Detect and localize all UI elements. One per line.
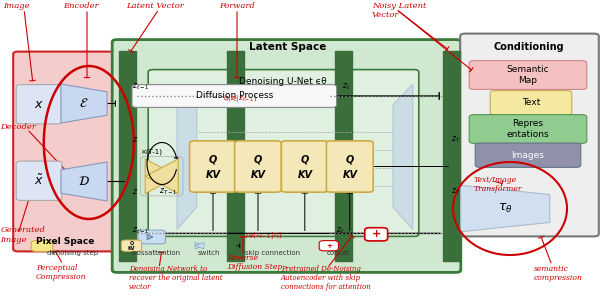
Text: skip connection: skip connection — [245, 250, 300, 256]
Text: concat: concat — [327, 250, 350, 256]
Text: Latent Space: Latent Space — [250, 41, 326, 52]
Text: Perceptual
Compression: Perceptual Compression — [36, 264, 86, 281]
FancyBboxPatch shape — [132, 85, 337, 107]
Text: Pretrained De-Noising
Autoencoder with skip
connections for attention: Pretrained De-Noising Autoencoder with s… — [281, 265, 371, 291]
Text: $z_t$: $z_t$ — [342, 82, 350, 92]
Bar — [127, 51, 136, 261]
FancyBboxPatch shape — [190, 141, 236, 192]
Polygon shape — [195, 242, 204, 249]
FancyBboxPatch shape — [319, 241, 338, 251]
Text: Noisy Latent
Vector: Noisy Latent Vector — [372, 2, 427, 19]
Text: Q: Q — [254, 154, 262, 164]
Text: Forward: Forward — [219, 2, 255, 10]
FancyBboxPatch shape — [460, 34, 599, 236]
Text: $z_T$: $z_T$ — [451, 134, 461, 145]
FancyBboxPatch shape — [490, 91, 572, 115]
FancyBboxPatch shape — [13, 52, 116, 251]
Text: switch: switch — [198, 250, 221, 256]
Text: crossattention: crossattention — [131, 250, 181, 256]
Text: Reverse
Diffusion Step: Reverse Diffusion Step — [227, 254, 282, 271]
Text: $z_t$: $z_t$ — [336, 226, 344, 236]
Text: KV: KV — [298, 170, 313, 181]
Text: $z$: $z$ — [132, 188, 138, 196]
FancyBboxPatch shape — [16, 85, 62, 124]
Text: Q: Q — [346, 154, 354, 164]
Text: Image: Image — [3, 2, 29, 10]
Polygon shape — [195, 242, 204, 249]
Text: $p_\theta(z_{t-1}|z_t)$: $p_\theta(z_{t-1}|z_t)$ — [245, 230, 283, 241]
Polygon shape — [393, 84, 413, 230]
FancyBboxPatch shape — [121, 240, 142, 251]
Text: +: + — [371, 229, 381, 239]
FancyBboxPatch shape — [16, 161, 62, 200]
Text: $\tau_\theta$: $\tau_\theta$ — [498, 202, 512, 215]
Bar — [451, 51, 460, 261]
Polygon shape — [61, 84, 107, 123]
Text: Pixel Space: Pixel Space — [35, 237, 94, 246]
Text: Text: Text — [522, 98, 540, 107]
Text: Latent Vector: Latent Vector — [126, 2, 184, 10]
Bar — [235, 51, 244, 261]
Text: Conditioning: Conditioning — [494, 41, 565, 52]
Text: Denoising U-Net ϵθ: Denoising U-Net ϵθ — [239, 76, 327, 85]
Bar — [335, 51, 343, 261]
Polygon shape — [177, 84, 197, 230]
Text: $z_{t-1}$: $z_{t-1}$ — [132, 226, 149, 236]
FancyBboxPatch shape — [281, 141, 328, 192]
Text: Images: Images — [512, 151, 544, 160]
Text: +: + — [326, 243, 332, 249]
Text: ×(T-1): ×(T-1) — [140, 148, 162, 155]
Text: $\mathcal{E}$: $\mathcal{E}$ — [79, 97, 89, 110]
Bar — [443, 51, 451, 261]
Text: denoising step: denoising step — [47, 250, 98, 256]
FancyBboxPatch shape — [148, 70, 419, 236]
FancyBboxPatch shape — [112, 40, 461, 272]
Text: $\tilde{x}$: $\tilde{x}$ — [34, 173, 44, 188]
Text: $z_{t-1}$: $z_{t-1}$ — [132, 82, 149, 92]
FancyBboxPatch shape — [365, 228, 388, 241]
FancyBboxPatch shape — [31, 241, 53, 251]
Polygon shape — [61, 162, 107, 201]
FancyBboxPatch shape — [326, 141, 373, 192]
Text: Semantic
Map: Semantic Map — [506, 65, 550, 85]
Text: $\mathcal{D}$: $\mathcal{D}$ — [78, 175, 90, 188]
Polygon shape — [145, 159, 178, 194]
Bar — [343, 51, 352, 261]
Text: KV: KV — [205, 170, 221, 181]
FancyBboxPatch shape — [235, 141, 281, 192]
Text: Q: Q — [301, 154, 309, 164]
Text: $z$: $z$ — [132, 135, 138, 144]
FancyBboxPatch shape — [475, 143, 581, 167]
Text: $q(z_t|z_{t-1})$: $q(z_t|z_{t-1})$ — [223, 93, 257, 104]
Polygon shape — [147, 234, 153, 240]
FancyBboxPatch shape — [469, 115, 587, 143]
Text: Q: Q — [209, 154, 217, 164]
FancyBboxPatch shape — [138, 230, 166, 244]
Text: KV: KV — [251, 170, 265, 181]
Polygon shape — [461, 185, 550, 232]
Text: Generated
Image: Generated Image — [1, 226, 46, 244]
Text: Diffusion Process: Diffusion Process — [196, 92, 273, 100]
Text: semantic
compression: semantic compression — [534, 265, 583, 282]
Text: Q
KV: Q KV — [128, 240, 135, 251]
Text: $z_T$: $z_T$ — [451, 187, 461, 197]
Bar — [119, 51, 127, 261]
Polygon shape — [145, 159, 178, 194]
Text: Denoising Network to
recover the original latent
vector: Denoising Network to recover the origina… — [129, 265, 223, 291]
Text: Encoder: Encoder — [63, 2, 98, 10]
Text: $x$: $x$ — [34, 98, 44, 111]
Text: Text/Image
Transformer: Text/Image Transformer — [474, 176, 523, 193]
Text: KV: KV — [342, 170, 357, 181]
Bar — [227, 51, 235, 261]
Text: $z_{T-1}$: $z_{T-1}$ — [159, 187, 178, 197]
Text: Repres
entations: Repres entations — [506, 119, 550, 139]
Text: Decoder: Decoder — [1, 123, 37, 131]
FancyBboxPatch shape — [469, 61, 587, 89]
